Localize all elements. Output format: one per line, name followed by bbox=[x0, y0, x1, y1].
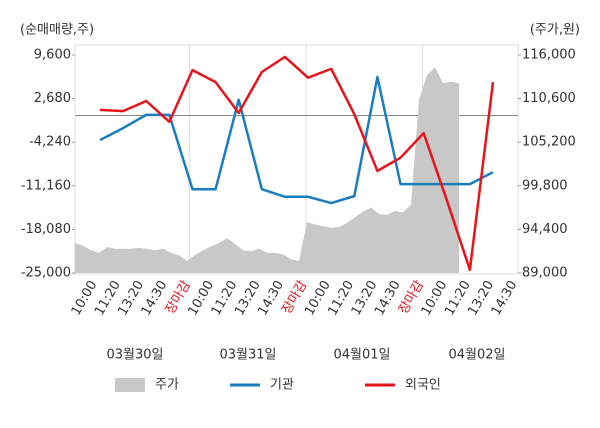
y2-tick-label: 89,000 bbox=[522, 266, 568, 281]
y-axis-label: (순매매량,주) bbox=[20, 23, 94, 38]
y-tick-label: -11,160 bbox=[21, 178, 71, 193]
y2-tick-label: 99,800 bbox=[522, 178, 568, 193]
series-line bbox=[99, 55, 495, 272]
legend-label: 기관 bbox=[270, 378, 294, 393]
legend-label: 외국인 bbox=[405, 378, 441, 393]
date-label: 04월01일 bbox=[333, 348, 390, 363]
y-tick-label: -4,240 bbox=[29, 135, 71, 150]
legend-label: 주가 bbox=[155, 378, 179, 393]
series-line bbox=[99, 75, 494, 205]
y-tick-label: 9,600 bbox=[34, 48, 71, 63]
y-tick-label: -25,000 bbox=[21, 266, 71, 281]
y2-tick-label: 105,200 bbox=[522, 135, 576, 150]
date-label: 04월02일 bbox=[448, 348, 505, 363]
y-tick-label: -18,080 bbox=[21, 222, 71, 237]
y2-axis-label: (주가,원) bbox=[530, 23, 580, 38]
y2-tick-label: 116,000 bbox=[522, 48, 576, 63]
date-label: 03월31일 bbox=[219, 348, 276, 363]
legend-swatch bbox=[115, 378, 145, 392]
y2-tick-label: 110,600 bbox=[522, 91, 576, 106]
price-area bbox=[75, 67, 459, 273]
y-tick-label: 2,680 bbox=[34, 91, 71, 106]
y2-tick-label: 94,400 bbox=[522, 222, 568, 237]
date-label: 03월30일 bbox=[106, 348, 163, 363]
